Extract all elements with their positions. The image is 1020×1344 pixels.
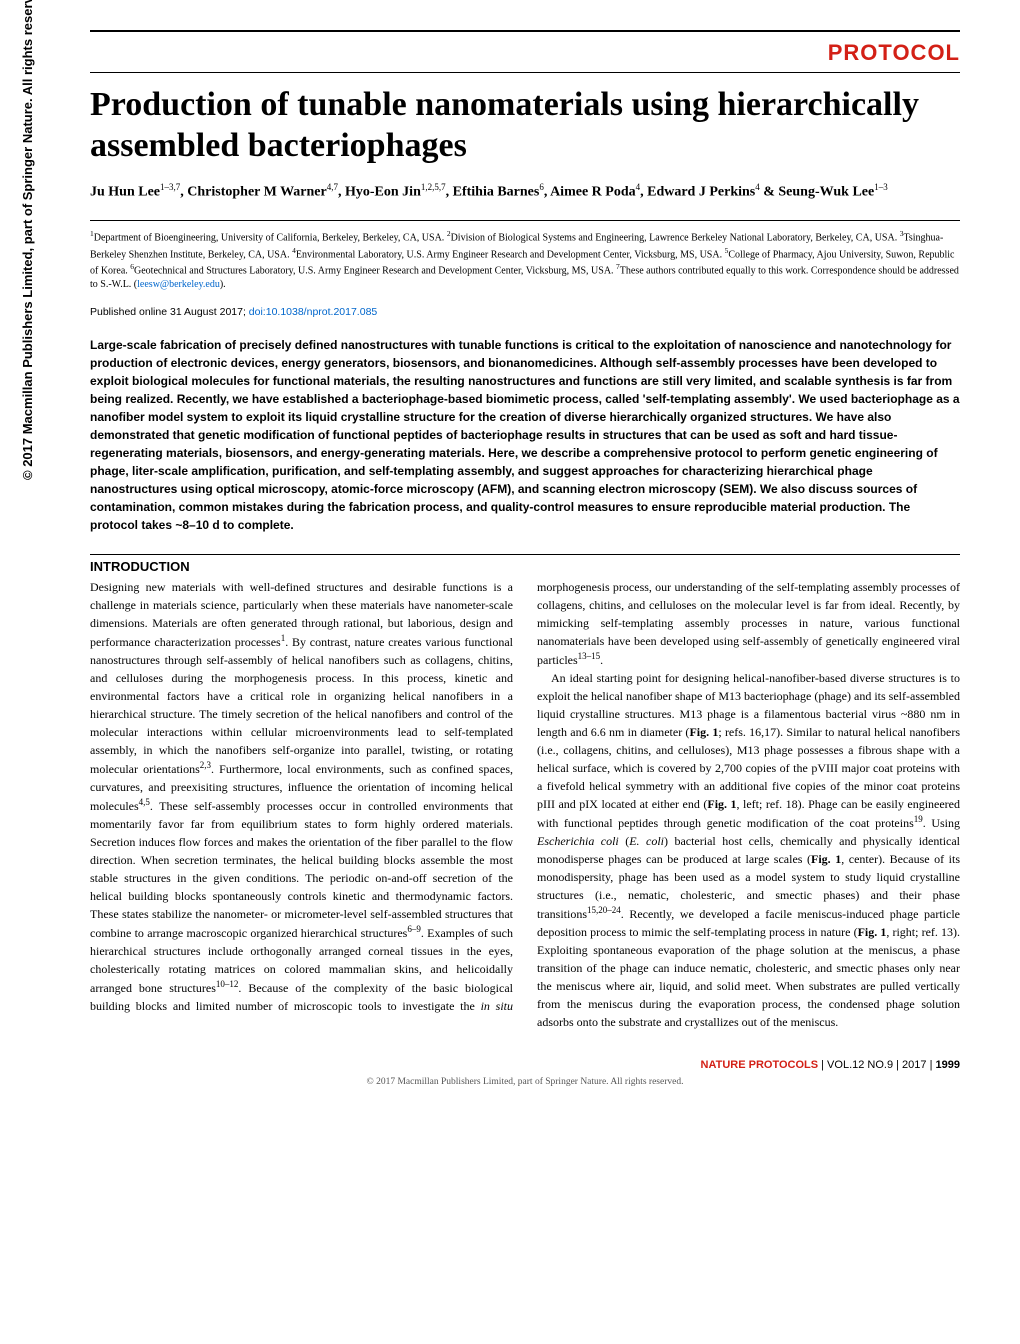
footer-issue: | VOL.12 NO.9 | 2017 | [821,1059,932,1071]
body-paragraph: An ideal starting point for designing he… [537,669,960,1031]
page-container: PROTOCOL Production of tunable nanomater… [0,0,1020,1127]
footer-copyright: © 2017 Macmillan Publishers Limited, par… [90,1077,960,1087]
title-rule [90,72,960,73]
abstract-text: Large-scale fabrication of precisely def… [90,336,960,534]
footer-citation: NATURE PROTOCOLS | VOL.12 NO.9 | 2017 | … [90,1059,960,1071]
affiliations-block: 1Department of Bioengineering, Universit… [90,220,960,292]
footer-journal: NATURE PROTOCOLS [701,1059,819,1071]
article-title: Production of tunable nanomaterials usin… [90,85,960,167]
body-columns: Designing new materials with well-define… [90,578,960,1031]
page-footer: NATURE PROTOCOLS | VOL.12 NO.9 | 2017 | … [90,1059,960,1087]
publication-info: Published online 31 August 2017; doi:10.… [90,306,960,318]
protocol-badge: PROTOCOL [90,40,960,66]
footer-page-number: 1999 [936,1059,960,1071]
authors-line: Ju Hun Lee1–3,7, Christopher M Warner4,7… [90,181,960,203]
top-rule [90,30,960,32]
section-heading-introduction: INTRODUCTION [90,554,960,574]
